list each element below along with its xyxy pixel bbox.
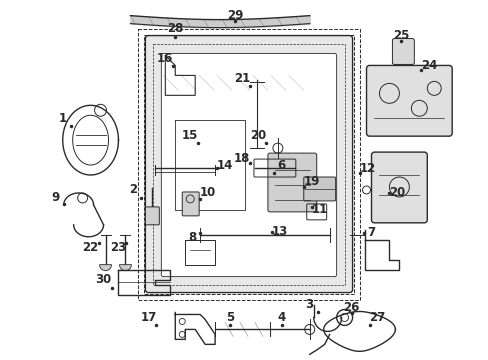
Text: 6: 6 — [277, 158, 285, 172]
Text: 27: 27 — [368, 311, 385, 324]
Text: 26: 26 — [343, 301, 359, 314]
Text: 19: 19 — [303, 175, 319, 189]
FancyBboxPatch shape — [371, 152, 427, 223]
FancyBboxPatch shape — [182, 192, 199, 216]
Bar — [138, 28, 359, 300]
Text: 14: 14 — [217, 158, 233, 172]
FancyBboxPatch shape — [267, 153, 316, 212]
Text: 18: 18 — [233, 152, 250, 165]
Wedge shape — [119, 265, 131, 271]
Text: 11: 11 — [311, 203, 327, 216]
Text: 21: 21 — [233, 72, 250, 85]
Text: 8: 8 — [188, 231, 196, 244]
FancyBboxPatch shape — [161, 54, 336, 276]
FancyBboxPatch shape — [145, 36, 352, 293]
Text: 25: 25 — [392, 29, 409, 42]
Text: 4: 4 — [277, 311, 285, 324]
Text: 12: 12 — [359, 162, 375, 175]
Text: 23: 23 — [110, 241, 126, 254]
Text: 30: 30 — [95, 273, 111, 286]
FancyBboxPatch shape — [392, 39, 413, 64]
Text: 29: 29 — [226, 9, 243, 22]
Text: 2: 2 — [129, 184, 137, 197]
Text: 20: 20 — [388, 186, 405, 199]
FancyBboxPatch shape — [303, 177, 335, 201]
Text: 7: 7 — [366, 226, 375, 239]
Text: 20: 20 — [249, 129, 265, 142]
Text: 15: 15 — [182, 129, 198, 142]
Text: 3: 3 — [305, 298, 313, 311]
Text: 17: 17 — [140, 311, 156, 324]
Text: 28: 28 — [167, 22, 183, 35]
Text: 10: 10 — [200, 186, 216, 199]
Text: 5: 5 — [225, 311, 234, 324]
Text: 1: 1 — [59, 112, 67, 125]
FancyBboxPatch shape — [366, 66, 451, 136]
Bar — [144, 35, 353, 293]
Text: 13: 13 — [271, 225, 287, 238]
Text: 24: 24 — [420, 59, 437, 72]
FancyBboxPatch shape — [145, 207, 159, 225]
Text: 22: 22 — [82, 241, 99, 254]
Bar — [153, 44, 344, 285]
Text: 9: 9 — [52, 192, 60, 204]
Wedge shape — [100, 265, 111, 271]
Text: 16: 16 — [157, 52, 173, 65]
